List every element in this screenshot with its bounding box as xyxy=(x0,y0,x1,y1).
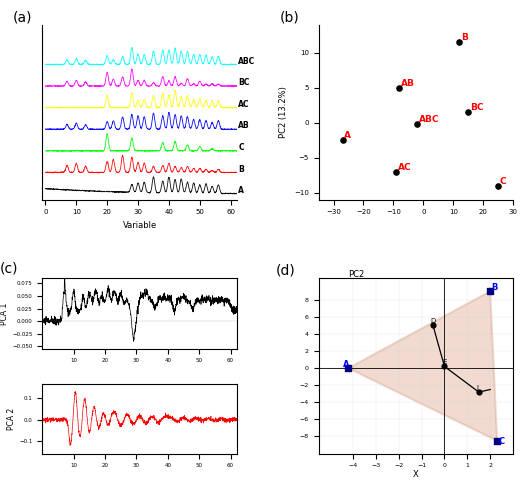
Text: BC: BC xyxy=(470,103,483,112)
Text: (c): (c) xyxy=(0,262,18,276)
Point xyxy=(475,388,483,396)
Y-axis label: PCA 1: PCA 1 xyxy=(1,302,10,324)
Polygon shape xyxy=(348,291,497,441)
Text: A: A xyxy=(239,186,244,195)
Text: ABC: ABC xyxy=(239,57,256,66)
Point xyxy=(429,321,437,329)
Text: ABC: ABC xyxy=(419,115,440,124)
Point xyxy=(464,108,472,116)
Point xyxy=(493,437,501,445)
Text: J: J xyxy=(477,385,479,391)
Point xyxy=(338,136,346,144)
Text: B: B xyxy=(461,33,468,42)
Point xyxy=(413,120,422,128)
Point xyxy=(455,38,463,46)
Text: AB: AB xyxy=(401,78,415,88)
Text: C: C xyxy=(500,176,506,185)
Text: AC: AC xyxy=(398,163,412,172)
Text: AB: AB xyxy=(239,121,250,130)
Y-axis label: PCA 2: PCA 2 xyxy=(7,407,16,430)
Text: (d): (d) xyxy=(276,264,296,278)
Text: C: C xyxy=(498,437,504,446)
X-axis label: Variable: Variable xyxy=(123,221,157,230)
Text: B: B xyxy=(239,165,244,174)
Text: A: A xyxy=(344,131,351,140)
Point xyxy=(486,287,495,295)
Text: B: B xyxy=(491,283,498,292)
Point xyxy=(494,182,503,190)
Text: AC: AC xyxy=(239,100,250,109)
Text: (b): (b) xyxy=(280,10,299,24)
Text: BC: BC xyxy=(239,78,250,87)
Text: D: D xyxy=(431,318,436,324)
Text: PC2: PC2 xyxy=(348,270,364,279)
Text: C: C xyxy=(239,143,244,152)
Text: (a): (a) xyxy=(13,10,33,24)
Text: E: E xyxy=(442,359,446,365)
Y-axis label: PC2 (13.2%): PC2 (13.2%) xyxy=(279,86,288,138)
Point xyxy=(344,364,352,372)
X-axis label: X: X xyxy=(413,470,419,479)
Point xyxy=(392,168,400,176)
Text: A: A xyxy=(343,360,349,369)
Point xyxy=(395,84,404,92)
Point xyxy=(440,362,449,370)
